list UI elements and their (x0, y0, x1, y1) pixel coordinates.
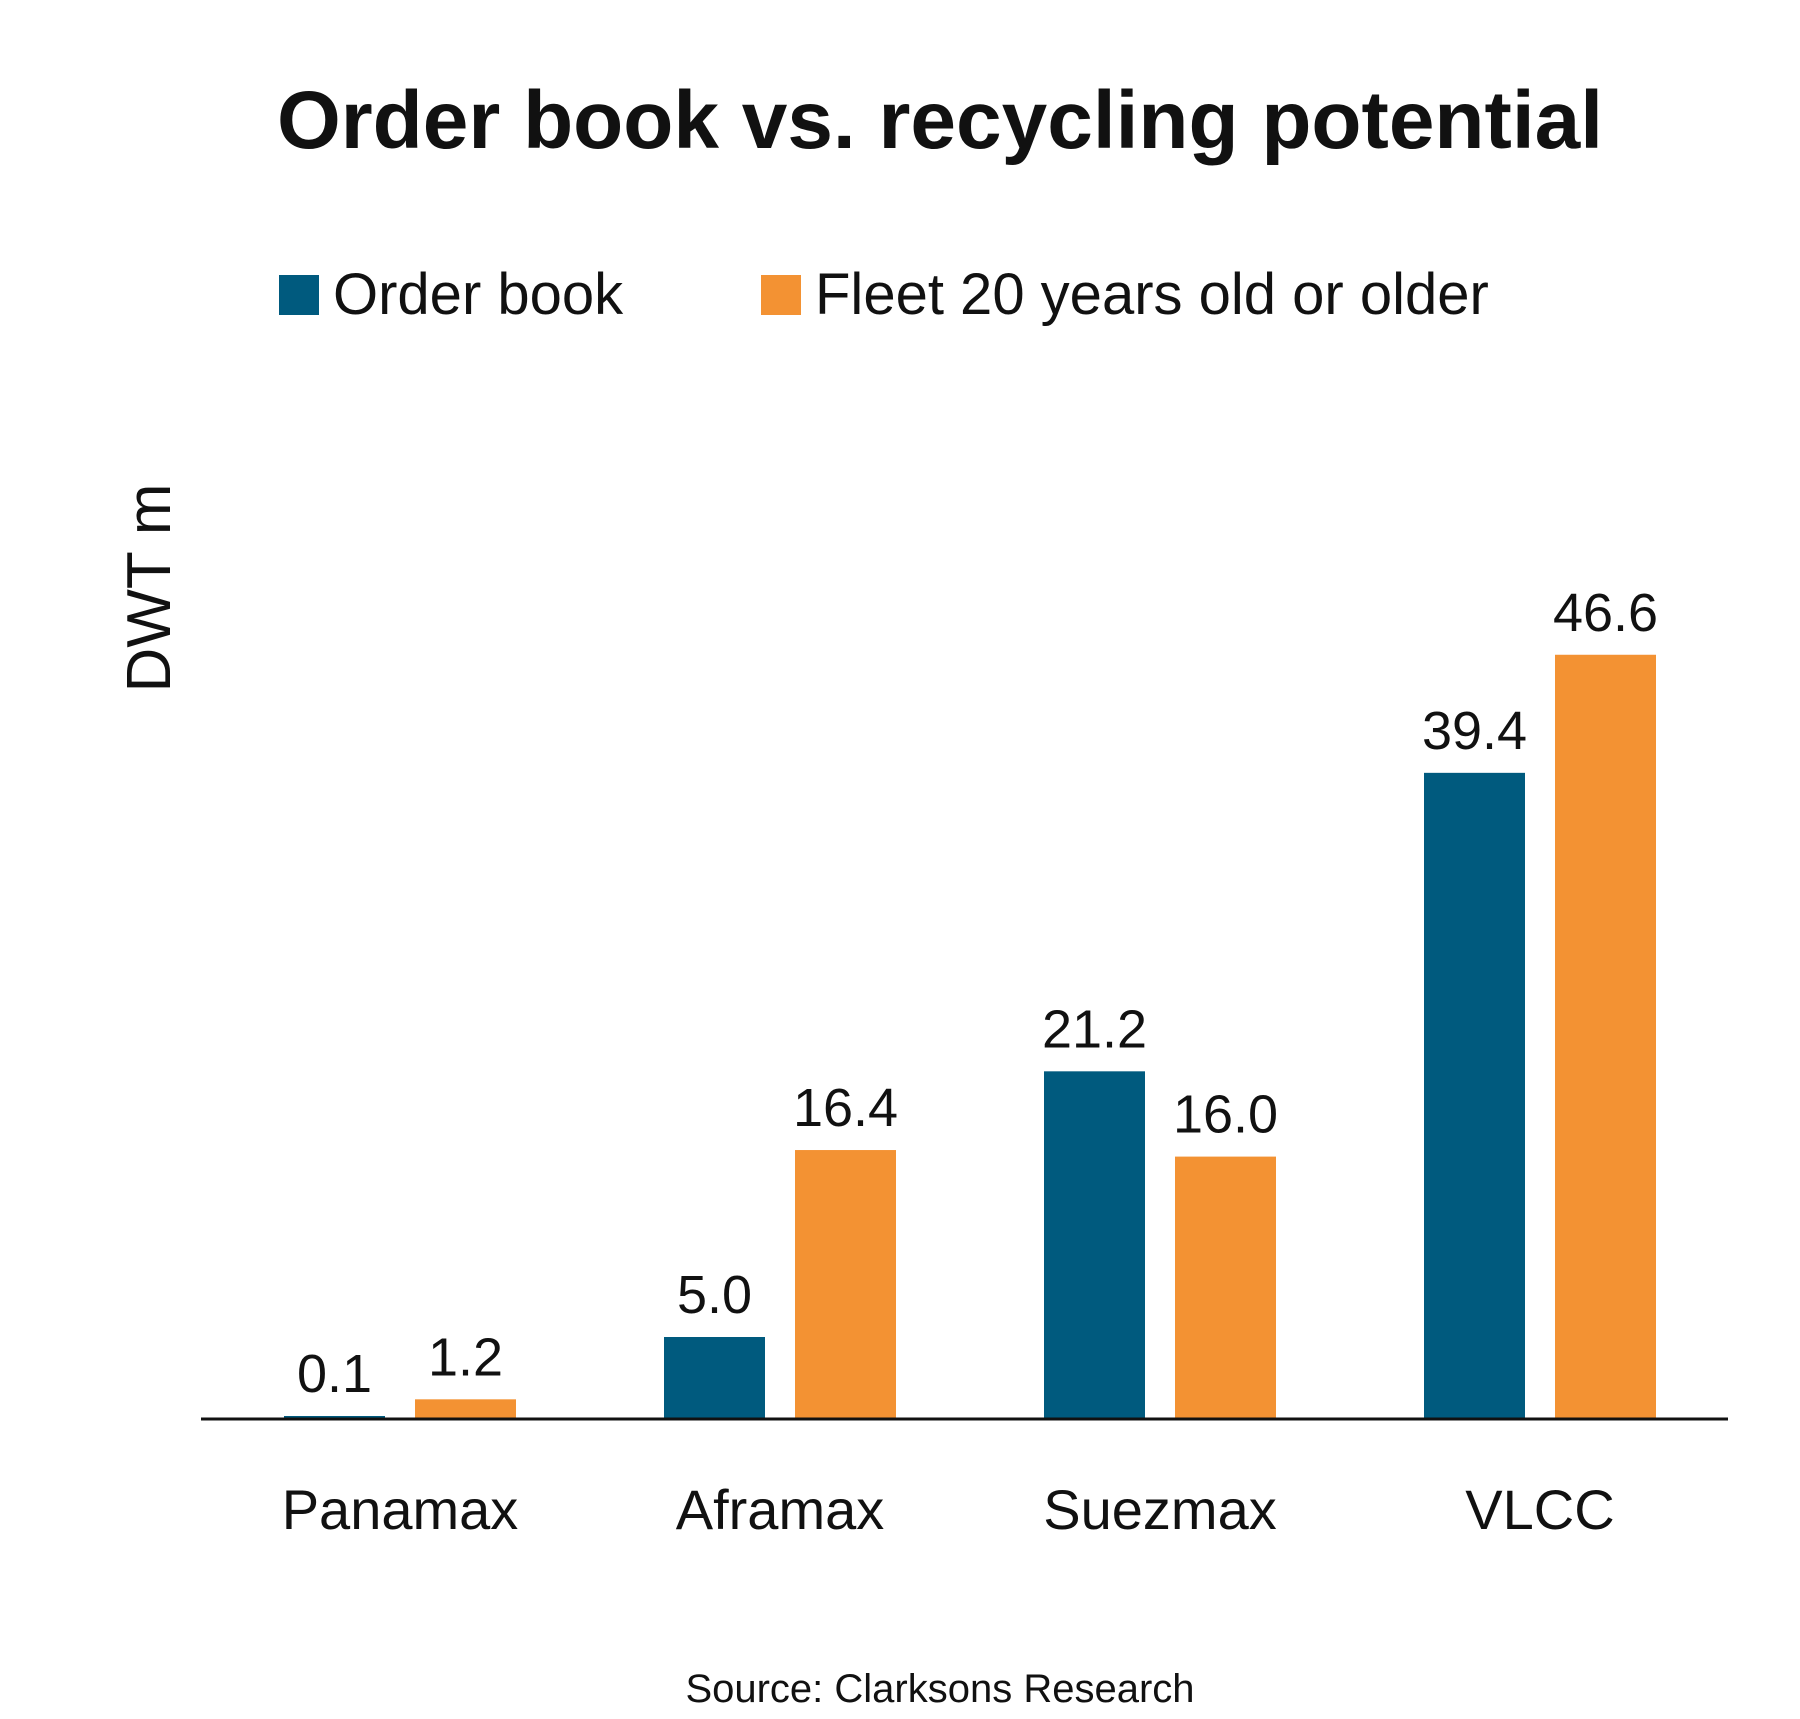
legend-label-fleet-20-years: Fleet 20 years old or older (815, 262, 1489, 327)
data-label-suezmax-order-book: 21.2 (1042, 999, 1147, 1059)
bar-suezmax-order-book (1044, 1071, 1145, 1419)
x-tick-label-panamax: Panamax (282, 1478, 519, 1541)
x-tick-label-aframax: Aframax (676, 1478, 885, 1541)
chart-title: Order book vs. recycling potential (277, 75, 1603, 166)
bar-labels: 0.1 1.2 5.0 16.4 21.2 16.0 39.4 46.6 (297, 583, 1658, 1404)
data-label-vlcc-fleet-20-years-old-or-older: 46.6 (1553, 583, 1658, 643)
source-note: Source: Clarksons Research (685, 1667, 1194, 1711)
bar-aframax-order-book (664, 1337, 765, 1419)
x-tick-labels: Panamax Aframax Suezmax VLCC (282, 1478, 1615, 1541)
bars (284, 654, 1656, 1419)
bar-aframax-fleet-20-years-old-or-older (795, 1150, 896, 1419)
data-label-vlcc-order-book: 39.4 (1422, 701, 1527, 761)
x-tick-label-suezmax: Suezmax (1043, 1478, 1276, 1541)
legend-label-order-book: Order book (333, 262, 624, 327)
bar-vlcc-fleet-20-years-old-or-older (1555, 654, 1656, 1419)
legend-swatch-fleet-20-years (761, 275, 801, 315)
bar-suezmax-fleet-20-years-old-or-older (1175, 1156, 1276, 1419)
legend: Order book Fleet 20 years old or older (279, 262, 1489, 327)
data-label-aframax-order-book: 5.0 (677, 1265, 752, 1325)
x-tick-label-vlcc: VLCC (1465, 1478, 1614, 1541)
data-label-panamax-fleet-20-years-old-or-older: 1.2 (428, 1327, 503, 1387)
bar-panamax-fleet-20-years-old-or-older (415, 1399, 516, 1419)
data-label-panamax-order-book: 0.1 (297, 1344, 372, 1404)
data-label-suezmax-fleet-20-years-old-or-older: 16.0 (1173, 1085, 1278, 1145)
y-axis-label: DWT m (115, 484, 184, 693)
bar-vlcc-order-book (1424, 772, 1525, 1419)
data-label-aframax-fleet-20-years-old-or-older: 16.4 (793, 1078, 898, 1138)
legend-swatch-order-book (279, 275, 319, 315)
